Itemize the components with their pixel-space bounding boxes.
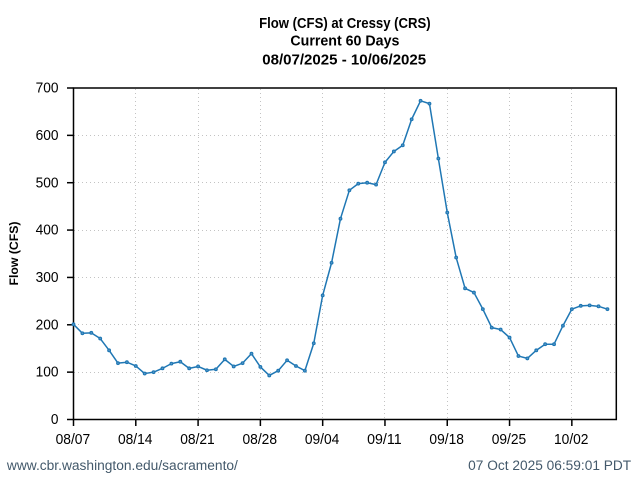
- svg-text:07 Oct 2025 06:59:01 PDT: 07 Oct 2025 06:59:01 PDT: [468, 458, 631, 473]
- svg-text:0: 0: [51, 412, 59, 428]
- svg-text:700: 700: [36, 81, 59, 97]
- svg-text:09/11: 09/11: [367, 432, 402, 448]
- svg-text:400: 400: [36, 223, 59, 239]
- svg-text:500: 500: [36, 175, 59, 191]
- svg-text:600: 600: [36, 128, 59, 144]
- svg-text:09/25: 09/25: [492, 432, 527, 448]
- svg-text:100: 100: [36, 365, 59, 381]
- svg-text:Current 60 Days: Current 60 Days: [290, 34, 399, 50]
- svg-text:09/18: 09/18: [429, 432, 464, 448]
- svg-text:www.cbr.washington.edu/sacrame: www.cbr.washington.edu/sacramento/: [6, 458, 238, 473]
- svg-text:Flow (CFS) at Cressy (CRS): Flow (CFS) at Cressy (CRS): [259, 16, 431, 32]
- svg-text:200: 200: [36, 317, 59, 333]
- svg-text:08/14: 08/14: [118, 432, 153, 448]
- svg-text:08/07/2025 - 10/06/2025: 08/07/2025 - 10/06/2025: [262, 53, 426, 69]
- svg-text:Flow (CFS): Flow (CFS): [7, 222, 21, 286]
- svg-text:08/21: 08/21: [180, 432, 215, 448]
- svg-text:08/07: 08/07: [56, 432, 91, 448]
- svg-text:09/04: 09/04: [305, 432, 340, 448]
- svg-text:08/28: 08/28: [243, 432, 278, 448]
- svg-text:10/02: 10/02: [554, 432, 589, 448]
- svg-text:300: 300: [36, 270, 59, 286]
